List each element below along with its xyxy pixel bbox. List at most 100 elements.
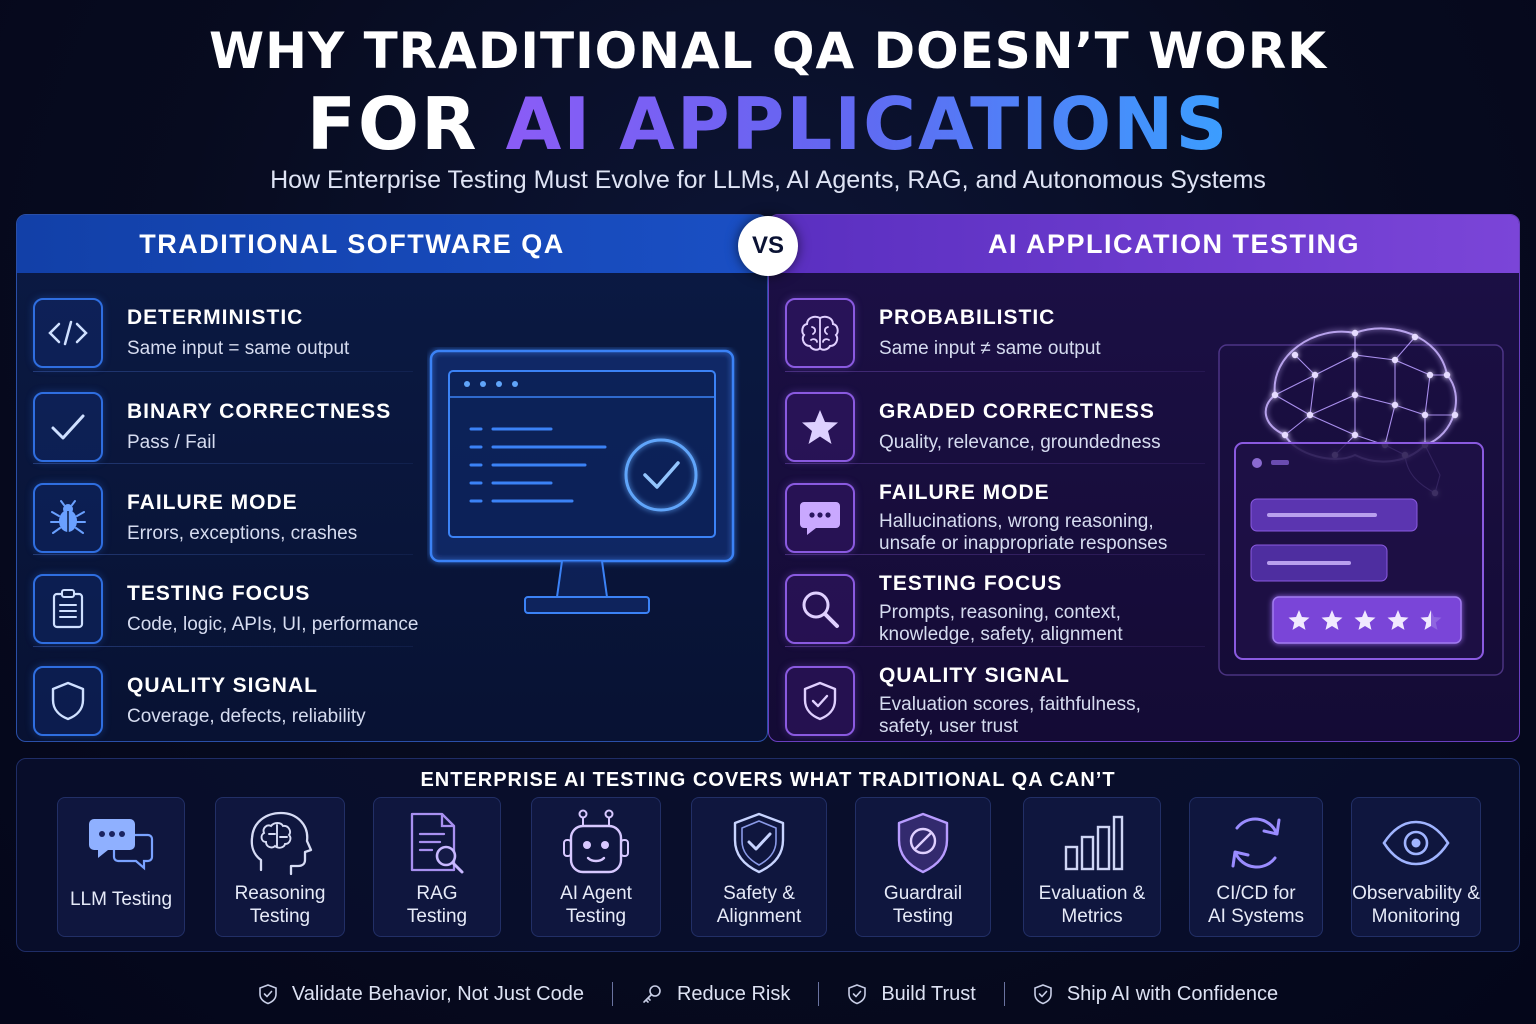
shield-icon — [33, 666, 103, 736]
rating-star — [1288, 610, 1310, 630]
trad-row-quality: QUALITY SIGNAL Coverage, defects, reliab… — [33, 655, 366, 741]
vs-badge: VS — [738, 216, 798, 276]
footer-item-label: Build Trust — [881, 982, 976, 1005]
divider — [785, 463, 1205, 464]
tile-ai-agent-testing[interactable]: AI Agent Testing — [531, 797, 661, 937]
footer-divider — [1003, 982, 1005, 1006]
tile-observability-monitoring[interactable]: Observability & Monitoring — [1351, 797, 1481, 937]
rating-star — [1420, 610, 1442, 630]
footer-item-label: Validate Behavior, Not Just Code — [291, 982, 584, 1005]
row-title: FAILURE MODE — [879, 481, 1050, 504]
magnifier-icon — [785, 574, 855, 644]
trad-row-failure: FAILURE MODE Errors, exceptions, crashes — [33, 472, 357, 564]
tile-safety-alignment[interactable]: Safety & Alignment — [691, 797, 827, 937]
document-search-icon — [374, 808, 500, 878]
row-desc-line2: knowledge, safety, alignment — [879, 624, 1123, 645]
tile-label-line1: Reasoning — [234, 883, 326, 904]
row-desc-line2: safety, user trust — [879, 716, 1019, 737]
title-line-2: FOR AI APPLICATIONS — [0, 82, 1536, 166]
shield-check-icon — [848, 984, 867, 1005]
row-title: TESTING FOCUS — [879, 572, 1063, 595]
footer-item: Build Trust — [847, 982, 976, 1006]
tile-label-line1: CI/CD for — [1216, 883, 1296, 904]
divider — [33, 463, 413, 464]
tile-label: Guardrail Testing — [856, 882, 990, 928]
tile-evaluation-metrics[interactable]: Evaluation & Metrics — [1023, 797, 1161, 937]
divider — [785, 646, 1205, 647]
trad-row-focus: TESTING FOCUS Code, logic, APIs, UI, per… — [33, 563, 418, 655]
row-desc: Pass / Fail — [127, 432, 216, 453]
tile-label-line1: Evaluation & — [1038, 883, 1146, 904]
shield-check-icon — [1034, 984, 1052, 1005]
row-title: GRADED CORRECTNESS — [879, 400, 1155, 423]
tile-label-line2: Testing — [892, 906, 954, 927]
tile-label: CI/CD for AI Systems — [1190, 882, 1322, 928]
ai-row-quality: QUALITY SIGNAL Evaluation scores, faithf… — [785, 655, 1141, 741]
tile-label: AI Agent Testing — [532, 882, 660, 928]
footer-item: Ship AI with Confidence — [1033, 983, 1278, 1006]
row-title: FAILURE MODE — [127, 491, 298, 514]
footer-item-label: Reduce Risk — [676, 982, 791, 1005]
tile-label: Evaluation & Metrics — [1024, 882, 1160, 928]
trad-row-deterministic: DETERMINISTIC Same input = same output — [33, 287, 349, 379]
row-title: PROBABILISTIC — [879, 306, 1056, 329]
star-icon — [785, 392, 855, 462]
row-desc-line2: unsafe or inappropriate responses — [879, 533, 1168, 554]
footer-divider — [818, 982, 820, 1006]
coverage-title: ENTERPRISE AI TESTING COVERS WHAT TRADIT… — [420, 769, 1116, 791]
brain-icon — [785, 298, 855, 368]
tile-label-line2: Testing — [406, 906, 468, 927]
row-desc: Errors, exceptions, crashes — [127, 523, 358, 544]
tile-reasoning-testing[interactable]: Reasoning Testing — [215, 797, 345, 937]
ai-row-failure: FAILURE MODE Hallucinations, wrong reaso… — [785, 472, 1167, 564]
key-icon — [643, 985, 661, 1003]
divider — [785, 371, 1205, 372]
rating-star — [1321, 610, 1343, 630]
divider — [33, 646, 413, 647]
row-desc: Hallucinations, wrong reasoning, unsafe o… — [879, 511, 1167, 555]
row-desc: Same input = same output — [127, 338, 350, 359]
rating-star — [1387, 610, 1409, 630]
row-desc: Prompts, reasoning, context, knowledge, s… — [879, 602, 1123, 646]
row-title: QUALITY SIGNAL — [879, 664, 1070, 687]
chat-bubble-icon — [785, 483, 855, 553]
title-prefix: FOR — [306, 82, 506, 166]
tile-label-line2: Alignment — [716, 906, 802, 927]
coverage-section: ENTERPRISE AI TESTING COVERS WHAT TRADIT… — [16, 758, 1520, 952]
bug-icon — [33, 483, 103, 553]
chat-bubbles-icon — [58, 808, 184, 878]
clipboard-icon — [33, 574, 103, 644]
tile-label-line2: AI Systems — [1207, 906, 1305, 927]
tile-label-line1: Observability & — [1352, 883, 1480, 904]
ai-testing-panel: AI APPLICATION TESTING PROBABILISTIC Sam… — [768, 214, 1520, 742]
row-desc: Code, logic, APIs, UI, performance — [127, 614, 419, 635]
tile-label-line1: Safety & — [723, 883, 795, 904]
footer-item: Validate Behavior, Not Just Code — [258, 983, 584, 1006]
tile-label-line1: RAG — [416, 883, 458, 904]
rating-stars — [1288, 610, 1442, 630]
ai-row-graded: GRADED CORRECTNESS Quality, relevance, g… — [785, 381, 1161, 473]
tile-label-line2: Testing — [565, 906, 627, 927]
tile-guardrail-testing[interactable]: Guardrail Testing — [855, 797, 991, 937]
tile-rag-testing[interactable]: RAG Testing — [373, 797, 501, 937]
tile-label: LLM Testing — [69, 889, 173, 910]
row-desc-line1: Prompts, reasoning, context, — [879, 602, 1121, 623]
divider — [33, 371, 413, 372]
row-title: DETERMINISTIC — [127, 306, 304, 329]
rating-star — [1354, 610, 1376, 630]
tile-label-line1: Guardrail — [883, 883, 963, 904]
tile-cicd-ai-systems[interactable]: CI/CD for AI Systems — [1189, 797, 1323, 937]
subtitle: How Enterprise Testing Must Evolve for L… — [270, 166, 1266, 194]
row-title: TESTING FOCUS — [127, 582, 311, 605]
row-desc-line1: Hallucinations, wrong reasoning, — [879, 511, 1154, 532]
row-title: QUALITY SIGNAL — [127, 674, 318, 697]
head-brain-icon — [216, 808, 344, 878]
tile-label-line2: Metrics — [1061, 906, 1123, 927]
monitor-illustration — [427, 347, 747, 627]
eye-icon — [1352, 808, 1480, 878]
code-icon — [33, 298, 103, 368]
footer-item: Reduce Risk — [641, 983, 790, 1006]
trad-row-binary: BINARY CORRECTNESS Pass / Fail — [33, 381, 391, 473]
tile-llm-testing[interactable]: LLM Testing — [57, 797, 185, 937]
ai-testing-heading: AI APPLICATION TESTING — [769, 215, 1519, 273]
